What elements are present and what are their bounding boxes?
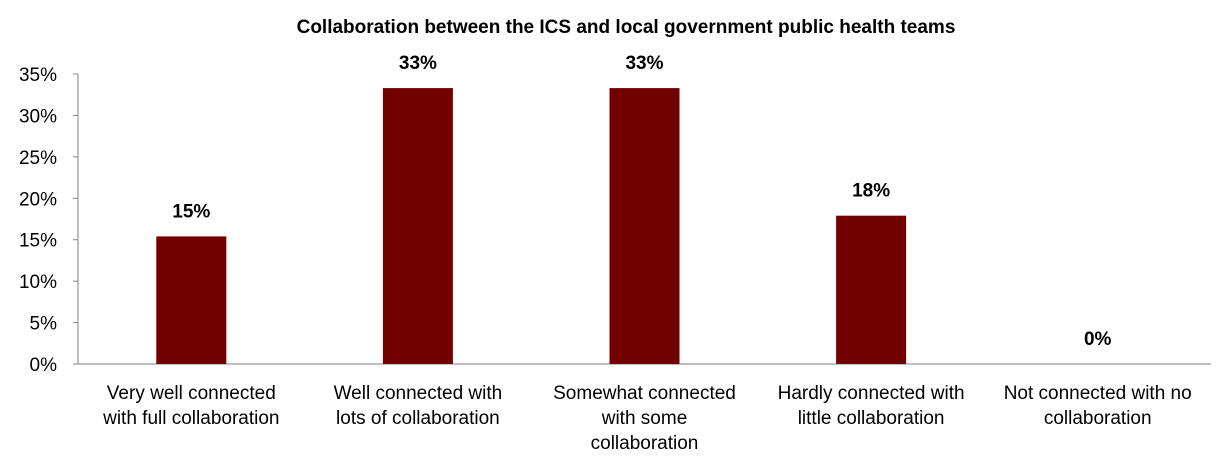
y-tick-label: 20%: [19, 189, 57, 210]
category-label-line: collaboration: [1044, 408, 1152, 429]
y-tick-label: 15%: [19, 231, 57, 252]
y-tick-label: 5%: [30, 314, 58, 335]
y-tick-label: 0%: [30, 355, 58, 376]
axes: 0% 5% 10% 15% 20% 25% 30% 35%: [19, 65, 1211, 376]
y-tick-label: 25%: [19, 148, 57, 169]
category-label: Very well connected with full collaborati…: [102, 383, 279, 429]
category-label-line: Well connected with: [334, 383, 503, 404]
data-label: 15%: [172, 201, 210, 222]
category-label-line: lots of collaboration: [336, 408, 500, 429]
bar: [836, 215, 907, 364]
bar: [156, 236, 227, 364]
category-label: Somewhat connected with some collaboration: [553, 383, 736, 454]
category-label-line: Very well connected: [107, 383, 276, 404]
bar: [382, 88, 453, 364]
category-label: Hardly connected with little collaboratio…: [778, 383, 965, 429]
category-label: Well connected with lots of collaboration: [334, 383, 503, 429]
y-tick-label: 30%: [19, 106, 57, 127]
data-label: 0%: [1084, 329, 1112, 350]
data-label: 18%: [852, 181, 890, 202]
category-label-line: with some: [601, 408, 688, 429]
category-label-line: little collaboration: [798, 408, 945, 429]
category-label: Not connected with no collaboration: [1004, 383, 1192, 429]
bars: [156, 88, 907, 364]
data-label: 33%: [625, 53, 663, 74]
category-label-line: Not connected with no: [1004, 383, 1192, 404]
category-label-line: Hardly connected with: [778, 383, 965, 404]
data-label: 33%: [399, 53, 437, 74]
category-label-line: collaboration: [591, 433, 699, 454]
category-label-line: Somewhat connected: [553, 383, 736, 404]
data-labels: 15% 33% 33% 18% 0%: [172, 53, 1111, 350]
bar: [609, 88, 680, 364]
category-labels: Very well connected with full collaborati…: [102, 383, 1192, 454]
chart-title: Collaboration between the ICS and local …: [297, 17, 956, 38]
category-label-line: with full collaboration: [102, 408, 279, 429]
y-tick-label: 35%: [19, 65, 57, 86]
y-tick-label: 10%: [19, 272, 57, 293]
